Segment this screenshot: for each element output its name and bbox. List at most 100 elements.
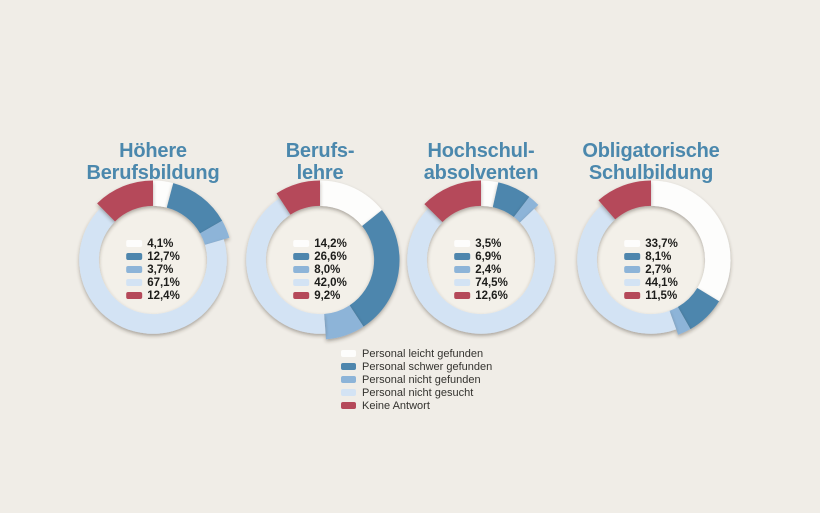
donut-value-row: 3,7% <box>126 263 180 276</box>
donut-value-row: 8,1% <box>624 250 678 263</box>
legend-item-personal-nicht-gefunden: Personal nicht gefunden <box>341 373 492 386</box>
donut-value-row: 4,1% <box>126 237 180 250</box>
legend-label: Keine Antwort <box>362 399 430 412</box>
value-swatch-keine-antwort <box>454 292 471 299</box>
value-swatch-keine-antwort <box>126 292 143 299</box>
donut-value: 44,1% <box>645 276 678 289</box>
chart-title: Obligatorische Schulbildung <box>541 140 761 184</box>
donut-ring <box>246 180 400 340</box>
donut-value: 8,0% <box>314 263 341 276</box>
donut-value-row: 67,1% <box>126 276 180 289</box>
donut-value: 12,6% <box>475 289 508 302</box>
chart-title-line: lehre <box>296 162 344 184</box>
chart-title-line: Höhere <box>119 140 187 162</box>
value-swatch-personal-nicht-gesucht <box>293 279 310 286</box>
donut-value: 74,5% <box>475 276 508 289</box>
donut-segment-personal-nicht-gesucht <box>79 207 227 334</box>
donut-segment-personal-leicht-gefunden <box>320 180 382 227</box>
legend-swatch-personal-leicht-gefunden <box>341 350 356 357</box>
legend-swatch-personal-nicht-gefunden <box>341 376 356 383</box>
value-swatch-personal-nicht-gesucht <box>126 279 143 286</box>
chart-title-line: Hochschul- <box>427 140 535 162</box>
value-swatch-personal-leicht-gefunden <box>624 240 641 247</box>
chart-title-line: absolventen <box>423 162 539 184</box>
donut-value: 2,4% <box>475 263 502 276</box>
legend-item-personal-leicht-gefunden: Personal leicht gefunden <box>341 347 492 360</box>
donut-value-row: 2,7% <box>624 263 678 276</box>
donut-segment-personal-leicht-gefunden <box>651 180 731 302</box>
legend-item-personal-schwer-gefunden: Personal schwer gefunden <box>341 360 492 373</box>
donut-value: 12,4% <box>147 289 180 302</box>
donut-value-row: 12,6% <box>454 289 508 302</box>
donut-segment-keine-antwort <box>598 180 651 220</box>
donut-segment-personal-nicht-gesucht <box>246 198 326 334</box>
legend-item-keine-antwort: Keine Antwort <box>341 399 492 412</box>
donut-ring <box>577 180 731 335</box>
donut-value-row: 8,0% <box>293 263 347 276</box>
donut-value: 3,7% <box>147 263 174 276</box>
donut-segment-keine-antwort <box>276 180 320 215</box>
donut-segment-personal-schwer-gefunden <box>492 182 530 218</box>
donut-value: 2,7% <box>645 263 672 276</box>
donut-center-disc <box>265 205 375 315</box>
donut-segment-personal-nicht-gefunden <box>513 196 539 223</box>
value-swatch-personal-nicht-gesucht <box>454 279 471 286</box>
donut-value: 3,5% <box>475 237 502 250</box>
legend-swatch-personal-nicht-gesucht <box>341 389 356 396</box>
legend-label: Personal nicht gefunden <box>362 373 481 386</box>
donut-value-list: 4,1% 12,7% 3,7% 67,1% 12,4% <box>126 237 180 302</box>
donut-value-row: 2,4% <box>454 263 508 276</box>
chart-title: Höhere Berufsbildung <box>43 140 263 184</box>
donut-value-row: 3,5% <box>454 237 508 250</box>
value-swatch-keine-antwort <box>624 292 641 299</box>
value-swatch-personal-nicht-gefunden <box>126 266 143 273</box>
chart-title-line: Berufs- <box>285 140 355 162</box>
value-swatch-personal-nicht-gefunden <box>624 266 641 273</box>
donut-segment-keine-antwort <box>97 180 153 222</box>
donut-value: 9,2% <box>314 289 341 302</box>
donut-value-list: 14,2% 26,6% 8,0% 42,0% 9,2% <box>293 237 347 302</box>
donut-segment-personal-nicht-gesucht <box>577 204 677 334</box>
legend-swatch-personal-schwer-gefunden <box>341 363 356 370</box>
donut-ring <box>79 180 230 334</box>
chart-title-line: Obligatorische <box>582 140 720 162</box>
donut-segment-personal-nicht-gesucht <box>407 208 555 334</box>
value-swatch-personal-nicht-gefunden <box>454 266 471 273</box>
donut-segment-personal-schwer-gefunden <box>166 183 223 234</box>
donut-value-list: 3,5% 6,9% 2,4% 74,5% 12,6% <box>454 237 508 302</box>
value-swatch-personal-schwer-gefunden <box>293 253 310 260</box>
donut-value-list: 33,7% 8,1% 2,7% 44,1% 11,5% <box>624 237 678 302</box>
value-swatch-personal-leicht-gefunden <box>293 240 310 247</box>
chart-title: Berufs-lehre <box>210 140 430 184</box>
donut-value-row: 9,2% <box>293 289 347 302</box>
legend-label: Personal schwer gefunden <box>362 360 493 373</box>
chart-title-line: Schulbildung <box>588 162 714 184</box>
value-swatch-personal-leicht-gefunden <box>454 240 471 247</box>
donut-value-row: 33,7% <box>624 237 678 250</box>
chart-title-line: Berufsbildung <box>86 162 220 184</box>
donut-center-disc <box>98 205 208 315</box>
donut-value: 6,9% <box>475 250 502 263</box>
donut-segment-personal-schwer-gefunden <box>677 288 720 330</box>
donut-value-row: 11,5% <box>624 289 678 302</box>
donut-segment-personal-leicht-gefunden <box>481 180 499 208</box>
donut-value-row: 14,2% <box>293 237 347 250</box>
legend-label: Personal leicht gefunden <box>362 347 484 360</box>
value-swatch-personal-schwer-gefunden <box>454 253 471 260</box>
value-swatch-personal-schwer-gefunden <box>624 253 641 260</box>
chart-title: Hochschul-absolventen <box>371 140 591 184</box>
donut-value: 42,0% <box>314 276 347 289</box>
donut-value: 11,5% <box>645 289 678 302</box>
donut-segment-personal-nicht-gefunden <box>669 307 691 335</box>
donut-value-row: 26,6% <box>293 250 347 263</box>
value-swatch-personal-schwer-gefunden <box>126 253 143 260</box>
donut-value-row: 44,1% <box>624 276 678 289</box>
donut-value: 12,7% <box>147 250 180 263</box>
donut-center-disc <box>596 205 706 315</box>
chart-legend: Personal leicht gefunden Personal schwer … <box>341 347 492 412</box>
legend-swatch-keine-antwort <box>341 402 356 409</box>
